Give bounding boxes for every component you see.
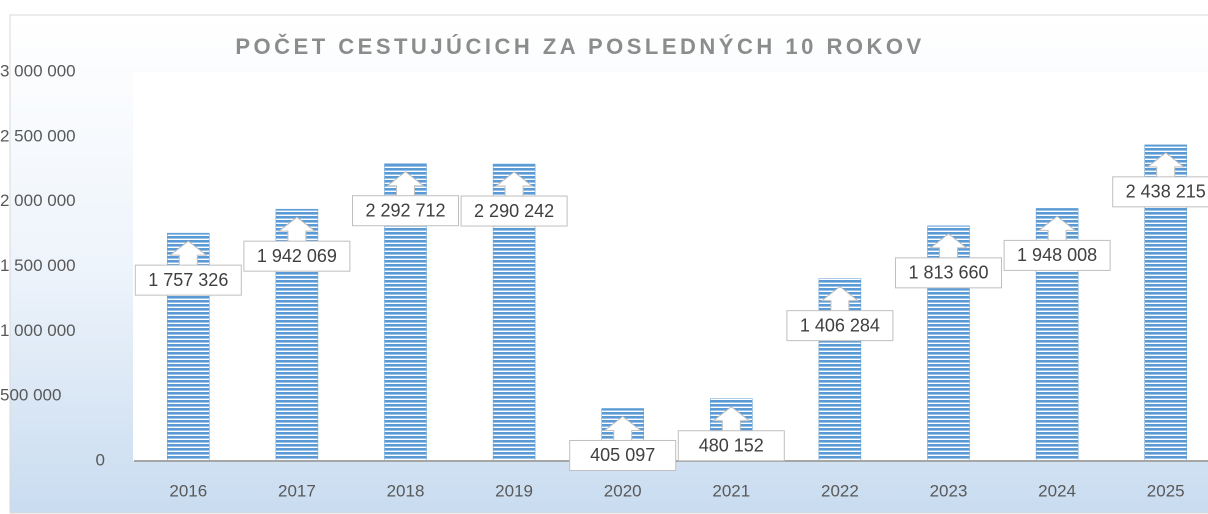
data-label: 1 406 284 [800, 315, 880, 335]
x-tick-label: 2017 [278, 481, 316, 500]
label-callout [168, 240, 208, 266]
data-label: 480 152 [699, 435, 764, 455]
data-label-box [677, 430, 785, 462]
label-callout [929, 233, 968, 258]
label-callout [603, 415, 643, 441]
y-tick-label: 2 500 000 [0, 126, 76, 145]
data-label: 405 097 [590, 445, 655, 465]
data-label: 1 757 326 [148, 270, 228, 290]
data-label: 2 292 712 [365, 200, 445, 220]
y-tick-label: 3 000 000 [0, 61, 76, 80]
x-tick-label: 2024 [1038, 481, 1076, 500]
data-label: 1 948 008 [1017, 245, 1097, 265]
data-label-box [569, 439, 677, 471]
x-tick-label: 2023 [930, 481, 968, 500]
data-label-box [1003, 239, 1111, 271]
label-callout [820, 286, 860, 311]
data-label: 1 813 660 [908, 263, 988, 283]
label-callout [1146, 152, 1186, 177]
data-label-box [895, 257, 1002, 289]
data-label-box [243, 240, 351, 272]
data-label-box [460, 195, 568, 227]
data-label-box [134, 264, 242, 296]
chart-title: POČET CESTUJÚCICH ZA POSLEDNÝCH 10 ROKOV [235, 34, 924, 59]
data-label-box [1112, 176, 1208, 208]
label-callout [386, 171, 425, 196]
data-label: 2 290 242 [474, 201, 554, 221]
data-label-box [352, 195, 459, 227]
y-tick-label: 2 000 000 [0, 191, 76, 210]
data-label: 2 438 215 [1126, 182, 1206, 202]
x-tick-label: 2021 [712, 481, 750, 500]
x-tick-label: 2016 [169, 481, 207, 500]
x-tick-label: 2020 [604, 481, 642, 500]
label-callout [494, 171, 534, 197]
label-callout [1037, 215, 1077, 241]
x-tick-label: 2019 [495, 481, 533, 500]
y-tick-label: 500 000 [0, 386, 61, 405]
label-callout [711, 406, 751, 431]
x-tick-label: 2018 [387, 481, 425, 500]
y-tick-label: 1 500 000 [0, 256, 76, 275]
data-label-box [786, 310, 894, 342]
x-tick-label: 2025 [1147, 481, 1185, 500]
label-callout [277, 216, 317, 242]
data-label: 1 942 069 [257, 246, 337, 266]
y-tick-label: 1 000 000 [0, 321, 76, 340]
x-tick-label: 2022 [821, 481, 859, 500]
y-tick-label: 0 [96, 450, 105, 469]
